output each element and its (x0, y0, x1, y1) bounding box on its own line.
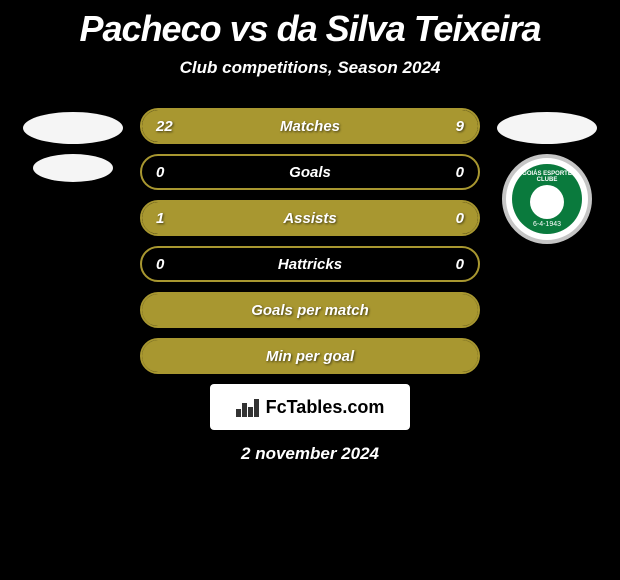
left-player-image (23, 112, 123, 144)
right-player-column: GOIÁS ESPORTE CLUBE 6-4-1943 (492, 108, 602, 244)
brand-chart-icon (236, 397, 260, 417)
brand-badge[interactable]: FcTables.com (210, 384, 410, 430)
stats-column: 22 Matches 9 0 Goals 0 1 Assists 0 0 Hat… (140, 108, 480, 374)
left-team-logo (33, 154, 113, 182)
date-text: 2 november 2024 (0, 444, 620, 464)
stat-value-right: 0 (456, 256, 464, 273)
left-player-column (18, 108, 128, 182)
stat-label: Hattricks (142, 256, 478, 273)
team-name-text: GOIÁS ESPORTE CLUBE (512, 171, 582, 183)
stat-value-right: 9 (456, 118, 464, 135)
team-logo-circle (530, 185, 564, 219)
comparison-title: Pacheco vs da Silva Teixeira (0, 0, 620, 50)
stat-bar-goals-per-match: Goals per match (140, 292, 480, 328)
stat-value-right: 0 (456, 210, 464, 227)
comparison-subtitle: Club competitions, Season 2024 (0, 58, 620, 78)
right-player-image (497, 112, 597, 144)
stat-label: Goals (142, 164, 478, 181)
stat-bar-goals: 0 Goals 0 (140, 154, 480, 190)
team-founded-text: 6-4-1943 (533, 221, 561, 228)
brand-text: FcTables.com (266, 397, 385, 418)
right-team-logo: GOIÁS ESPORTE CLUBE 6-4-1943 (502, 154, 592, 244)
stat-bar-matches: 22 Matches 9 (140, 108, 480, 144)
stat-label: Goals per match (142, 302, 478, 319)
comparison-content: 22 Matches 9 0 Goals 0 1 Assists 0 0 Hat… (0, 108, 620, 374)
team-logo-inner: GOIÁS ESPORTE CLUBE 6-4-1943 (512, 164, 582, 234)
stat-value-right: 0 (456, 164, 464, 181)
stat-label: Assists (142, 210, 478, 227)
stat-label: Matches (142, 118, 478, 135)
stat-bar-min-per-goal: Min per goal (140, 338, 480, 374)
stat-bar-assists: 1 Assists 0 (140, 200, 480, 236)
stat-label: Min per goal (142, 348, 478, 365)
stat-bar-hattricks: 0 Hattricks 0 (140, 246, 480, 282)
